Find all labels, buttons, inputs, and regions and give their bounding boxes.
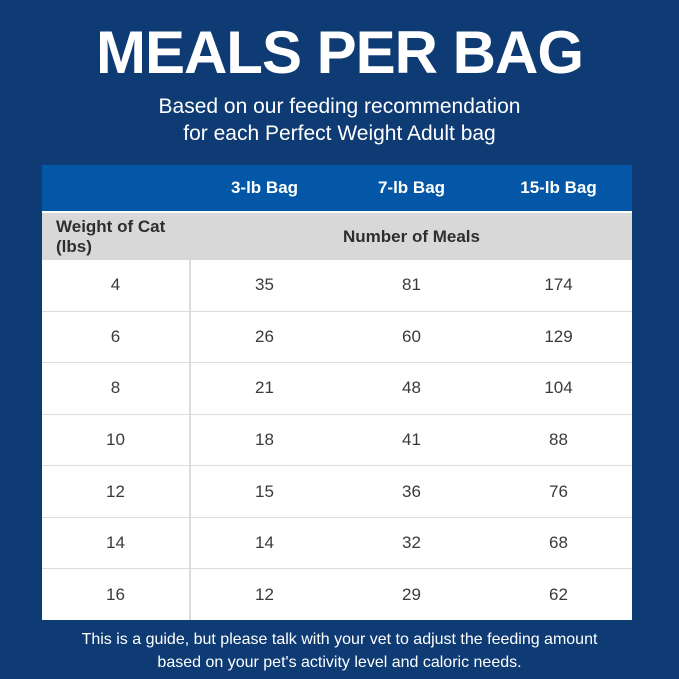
page-title: MEALS PER BAG <box>95 19 584 86</box>
header-15lb-bag: 15-lb Bag <box>520 178 597 197</box>
weight-cell: 8 <box>42 363 191 414</box>
weight-cell: 4 <box>42 260 191 311</box>
meals-cell-15lb: 174 <box>544 275 573 295</box>
meals-cell-7lb: 36 <box>402 481 421 501</box>
meals-cell-3lb: 35 <box>255 275 274 295</box>
meals-cell-3lb: 15 <box>255 481 274 501</box>
meals-cell-3lb: 12 <box>255 584 274 604</box>
meals-cell-15lb: 104 <box>544 378 573 398</box>
table-row: 16 12 29 62 <box>42 568 632 621</box>
header-3lb-bag: 3-lb Bag <box>230 178 299 197</box>
meals-cell-3lb: 26 <box>255 326 274 346</box>
weight-cell: 16 <box>42 569 191 621</box>
meals-cell-15lb: 88 <box>549 430 568 450</box>
meals-cell-15lb: 68 <box>549 533 568 553</box>
table-body: 4 35 81 174 6 26 60 129 8 21 48 104 10 1… <box>42 260 632 621</box>
meals-cell-15lb: 62 <box>549 584 568 604</box>
table-row: 6 26 60 129 <box>42 310 632 363</box>
footer-note: This is a guide, but please talk with yo… <box>0 628 679 674</box>
meals-cell-15lb: 129 <box>544 326 573 346</box>
subtitle-line-2: for each Perfect Weight Adult bag <box>183 122 496 145</box>
header-empty-cell <box>42 165 191 211</box>
table-row: 4 35 81 174 <box>42 260 632 311</box>
table-header-row: 3-lb Bag 7-lb Bag 15-lb Bag <box>42 165 632 211</box>
weight-cell: 14 <box>42 517 191 569</box>
weight-column-label: Weight of Cat (lbs) <box>56 216 166 256</box>
weight-cell: 12 <box>42 466 191 517</box>
table-row: 8 21 48 104 <box>42 362 632 414</box>
meals-per-bag-table: 3-lb Bag 7-lb Bag 15-lb Bag Weight of Ca… <box>42 165 632 621</box>
table-subheader-row: Weight of Cat (lbs) Number of Meals <box>42 211 632 260</box>
footer-line-1: This is a guide, but please talk with yo… <box>81 631 598 648</box>
table-row: 14 14 32 68 <box>42 516 632 569</box>
subtitle-line-1: Based on our feeding recommendation <box>158 95 521 118</box>
subtitle: Based on our feeding recommendation for … <box>0 93 679 147</box>
meals-cell-3lb: 14 <box>255 533 274 553</box>
table-row: 12 15 36 76 <box>42 465 632 517</box>
footer-line-2: based on your pet's activity level and c… <box>157 654 522 671</box>
meals-cell-7lb: 81 <box>402 275 421 295</box>
meals-cell-3lb: 18 <box>255 430 274 450</box>
header-7lb-bag: 7-lb Bag <box>377 178 446 197</box>
meals-cell-15lb: 76 <box>549 481 568 501</box>
meals-column-label: Number of Meals <box>343 226 480 246</box>
weight-cell: 6 <box>42 311 191 363</box>
meals-cell-7lb: 32 <box>402 533 421 553</box>
weight-cell: 10 <box>42 414 191 466</box>
meals-cell-7lb: 48 <box>402 378 421 398</box>
table-row: 10 18 41 88 <box>42 413 632 466</box>
meals-cell-3lb: 21 <box>255 378 274 398</box>
meals-cell-7lb: 29 <box>402 584 421 604</box>
meals-cell-7lb: 41 <box>402 430 421 450</box>
meals-cell-7lb: 60 <box>402 326 421 346</box>
